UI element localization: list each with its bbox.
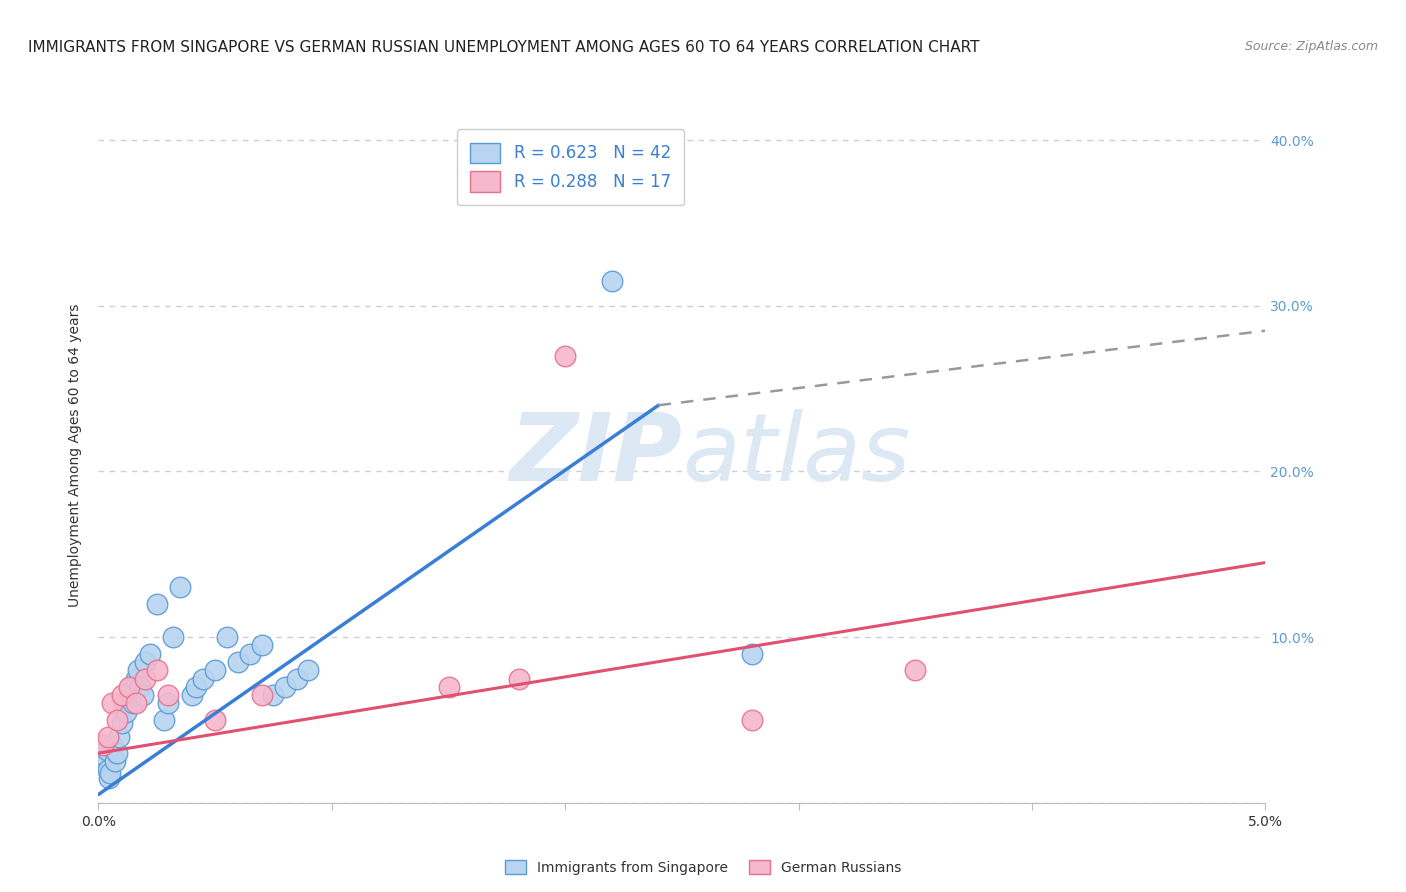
Point <box>904 663 927 677</box>
Point <box>132 688 155 702</box>
Point <box>108 730 131 744</box>
Point <box>101 738 124 752</box>
Point <box>169 581 191 595</box>
Text: Source: ZipAtlas.com: Source: ZipAtlas.com <box>1244 40 1378 54</box>
Point <box>94 749 117 764</box>
Point <box>118 688 141 702</box>
Point <box>139 647 162 661</box>
Point <box>111 688 134 702</box>
Point <box>285 672 308 686</box>
Point <box>157 697 180 711</box>
Point <box>600 274 623 288</box>
Point <box>152 713 174 727</box>
Point <box>101 697 124 711</box>
Point <box>118 680 141 694</box>
Point <box>180 688 202 702</box>
Point <box>125 672 148 686</box>
Point <box>157 688 180 702</box>
Point <box>146 663 169 677</box>
Text: ZIP: ZIP <box>509 409 682 501</box>
Legend: R = 0.623   N = 42, R = 0.288   N = 17: R = 0.623 N = 42, R = 0.288 N = 17 <box>457 129 685 205</box>
Text: atlas: atlas <box>682 409 910 500</box>
Point <box>146 597 169 611</box>
Y-axis label: Unemployment Among Ages 60 to 64 years: Unemployment Among Ages 60 to 64 years <box>69 303 83 607</box>
Point <box>250 639 273 653</box>
Point <box>204 663 226 677</box>
Point <box>741 647 763 661</box>
Point <box>250 688 273 702</box>
Point <box>239 647 262 661</box>
Point <box>741 713 763 727</box>
Point <box>98 766 121 780</box>
Point <box>134 672 156 686</box>
Point <box>91 746 114 760</box>
Point <box>105 746 128 760</box>
Point <box>105 713 128 727</box>
Point <box>115 705 138 719</box>
Point <box>127 663 149 677</box>
Point <box>129 680 152 694</box>
Point <box>186 680 208 694</box>
Point <box>193 672 215 686</box>
Point <box>122 697 145 711</box>
Point <box>91 738 114 752</box>
Point <box>97 730 120 744</box>
Point <box>111 716 134 731</box>
Point <box>97 771 120 785</box>
Point <box>104 755 127 769</box>
Point <box>204 713 226 727</box>
Point <box>120 680 142 694</box>
Point <box>215 630 238 644</box>
Point <box>297 663 319 677</box>
Point <box>93 755 115 769</box>
Point <box>112 697 135 711</box>
Point <box>274 680 297 694</box>
Text: IMMIGRANTS FROM SINGAPORE VS GERMAN RUSSIAN UNEMPLOYMENT AMONG AGES 60 TO 64 YEA: IMMIGRANTS FROM SINGAPORE VS GERMAN RUSS… <box>28 40 980 55</box>
Point <box>228 655 250 669</box>
Point <box>262 688 284 702</box>
Legend: Immigrants from Singapore, German Russians: Immigrants from Singapore, German Russia… <box>499 855 907 880</box>
Point <box>162 630 184 644</box>
Point <box>97 763 120 777</box>
Point <box>554 349 576 363</box>
Point <box>508 672 530 686</box>
Point <box>134 655 156 669</box>
Point <box>125 697 148 711</box>
Point <box>96 743 118 757</box>
Point <box>437 680 460 694</box>
